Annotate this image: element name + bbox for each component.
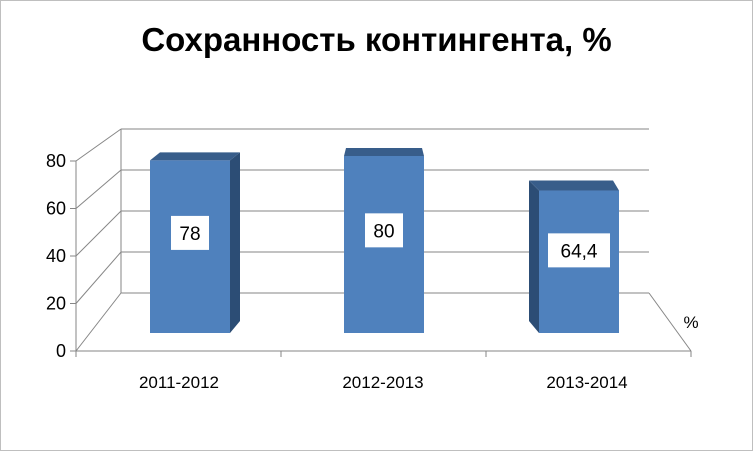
data-label-box [548, 233, 610, 268]
x-tick-label: 2012-2013 [342, 373, 423, 392]
chart-title: Сохранность контингента, % [141, 21, 612, 58]
depth-axis-label: % [683, 313, 698, 332]
side-gridline [75, 292, 122, 352]
y-tick-label: 80 [46, 151, 66, 171]
floor-right-edge [648, 292, 692, 352]
bar-side [230, 152, 240, 333]
bar-top [150, 152, 240, 161]
bar-top [344, 148, 424, 156]
y-tick-label: 20 [46, 294, 66, 314]
y-tick-label: 40 [46, 246, 66, 266]
x-tick-label: 2013-2014 [546, 373, 627, 392]
side-gridline [75, 251, 122, 304]
data-label: 64,4 [561, 241, 598, 262]
side-gridline [75, 128, 122, 162]
data-label: 78 [179, 224, 200, 245]
y-tick-label: 0 [56, 341, 66, 361]
y-tick-label: 60 [46, 199, 66, 219]
bar-top [529, 180, 619, 191]
side-gridline [75, 210, 122, 257]
data-label-box [171, 215, 209, 250]
data-label: 80 [373, 221, 394, 242]
data-label-box [365, 213, 403, 248]
side-gridline [75, 169, 122, 209]
bar-side [529, 180, 539, 333]
x-tick-label: 2011-2012 [139, 373, 219, 392]
